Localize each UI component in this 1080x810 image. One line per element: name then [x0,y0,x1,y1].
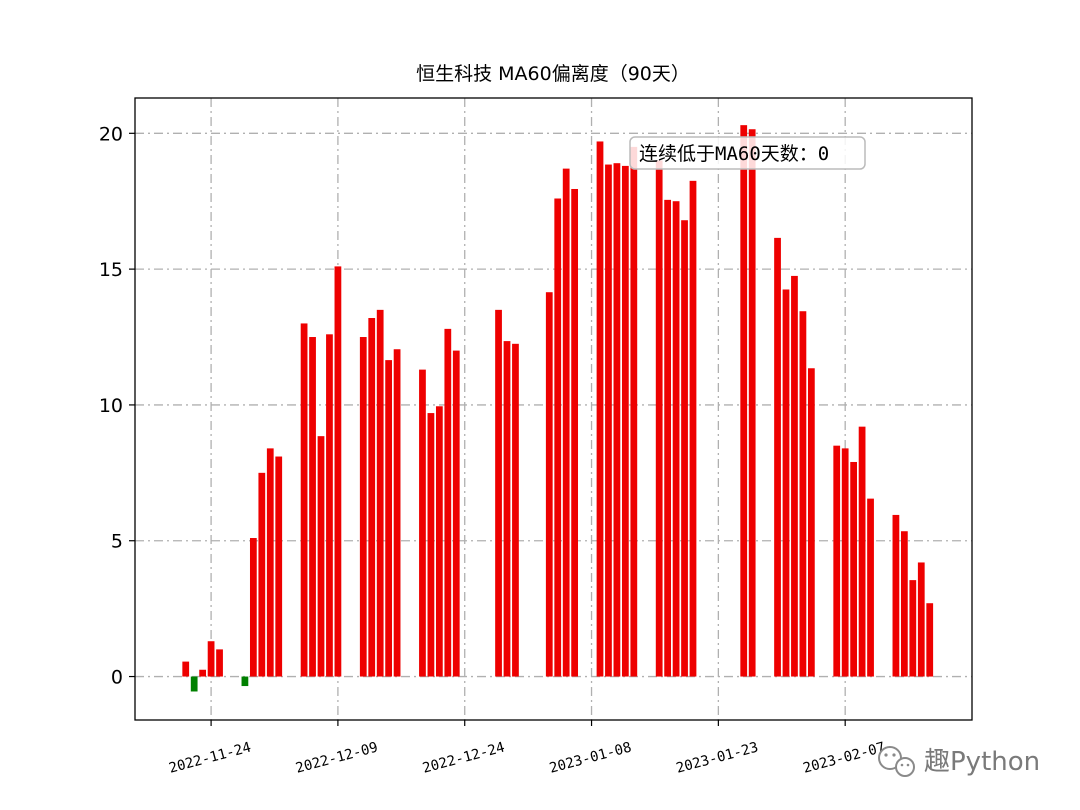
bar [452,350,460,677]
bar [799,311,807,677]
bar [774,237,781,677]
bar [807,368,815,677]
bar [309,337,316,677]
bar [275,456,283,677]
bar [427,413,435,677]
bar [740,125,748,677]
bar [867,498,874,677]
bar [554,198,562,677]
bar [664,199,672,677]
bar [376,309,384,677]
y-tick-label: 10 [99,395,123,417]
bar [841,448,849,677]
y-tick-label: 0 [111,667,123,689]
bar [630,146,638,677]
bar [495,309,502,677]
y-axis: 0 5 10 15 20 [99,123,135,689]
x-tick-label: 2022-12-24 [421,740,507,777]
annotation-text: 连续低于MA60天数：0 [639,143,829,165]
bar [368,318,376,677]
y-tick-label: 15 [99,259,123,281]
bar [858,426,866,677]
axes-frame [134,97,973,721]
bar [689,180,697,677]
chart-title: 恒生科技 MA60偏离度（90天） [416,63,690,85]
bar [503,341,511,677]
bar [444,328,452,677]
x-tick-label: 2023-02-07 [801,740,887,777]
bar [393,349,401,677]
bar [419,369,426,677]
bar [571,188,579,677]
bar [199,669,207,677]
bar [655,160,663,677]
bar [613,163,621,677]
bar [748,129,756,677]
bar [266,448,274,677]
bar [782,289,790,677]
x-tick-label: 2023-01-23 [675,740,761,777]
annotation-box: 连续低于MA60天数：0 [629,136,866,170]
bar [672,201,680,677]
y-tick-label: 20 [99,123,123,145]
bars [182,125,934,692]
bar [892,514,900,677]
bar [249,538,257,677]
x-tick-label: 2022-11-24 [167,740,253,777]
wechat-icon [878,746,915,777]
bar [833,445,841,677]
grid [135,98,972,720]
bar [791,275,798,677]
bar [850,461,858,677]
bar [545,292,553,677]
bar [900,531,908,677]
bar [182,661,190,677]
bar [681,220,688,677]
bar [216,649,223,677]
bar [596,141,604,677]
bar [909,580,917,677]
bar [926,603,934,677]
bar [300,323,308,677]
bar [917,562,925,677]
bar [512,343,519,677]
y-tick-label: 5 [111,531,123,553]
bar [317,436,325,677]
x-tick-label: 2022-12-09 [294,740,380,777]
bar [435,406,443,677]
bar [207,641,215,677]
bar [385,360,393,677]
bar [621,165,629,677]
bar [359,337,367,677]
bar [258,472,266,677]
watermark-text: 趣Python [924,747,1040,777]
watermark: 趣Python [878,746,1040,777]
bar [605,164,612,677]
x-tick-label: 2023-01-08 [548,740,634,777]
bar [334,266,342,677]
x-axis: 2022-11-24 2022-12-09 2022-12-24 2023-01-08… [167,720,887,777]
bar [562,168,570,677]
bar [241,676,249,687]
bar [190,676,198,692]
bar [326,334,333,677]
